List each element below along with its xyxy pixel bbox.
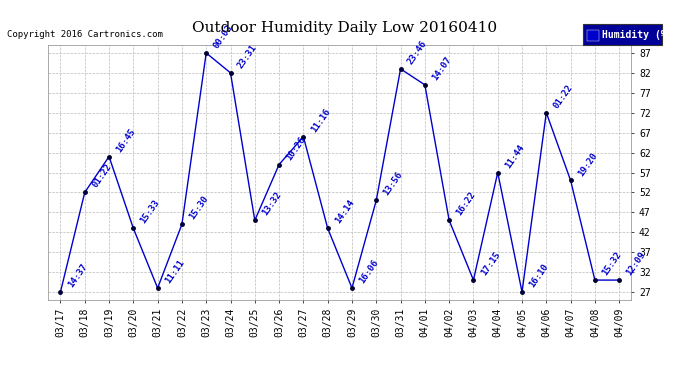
Text: 16:10: 16:10 xyxy=(528,262,551,289)
Text: Humidity (%): Humidity (%) xyxy=(602,30,672,40)
Text: 19:20: 19:20 xyxy=(576,150,599,178)
Text: 15:30: 15:30 xyxy=(188,194,210,222)
Text: Outdoor Humidity Daily Low 20160410: Outdoor Humidity Daily Low 20160410 xyxy=(193,21,497,34)
Text: 13:32: 13:32 xyxy=(260,190,283,217)
Text: Copyright 2016 Cartronics.com: Copyright 2016 Cartronics.com xyxy=(7,30,163,39)
Text: 16:45: 16:45 xyxy=(115,127,137,154)
Text: 11:16: 11:16 xyxy=(309,106,332,134)
Text: 23:46: 23:46 xyxy=(406,39,429,66)
Text: 14:14: 14:14 xyxy=(333,198,356,225)
Text: 12:09: 12:09 xyxy=(624,250,647,277)
Text: 23:31: 23:31 xyxy=(236,43,259,70)
Text: 15:32: 15:32 xyxy=(600,250,623,277)
Text: 11:44: 11:44 xyxy=(503,142,526,170)
Text: 13:56: 13:56 xyxy=(382,170,404,198)
Text: 16:22: 16:22 xyxy=(455,190,477,217)
Text: 11:11: 11:11 xyxy=(163,258,186,285)
Text: 14:37: 14:37 xyxy=(66,262,89,289)
Text: 10:26: 10:26 xyxy=(285,135,308,162)
Text: 01:22: 01:22 xyxy=(90,162,113,190)
Text: 14:07: 14:07 xyxy=(431,55,453,82)
Text: 00:03: 00:03 xyxy=(212,23,235,50)
Text: 16:06: 16:06 xyxy=(357,258,380,285)
Text: 01:22: 01:22 xyxy=(552,83,575,110)
Text: 15:33: 15:33 xyxy=(139,198,161,225)
Text: 17:15: 17:15 xyxy=(479,250,502,277)
